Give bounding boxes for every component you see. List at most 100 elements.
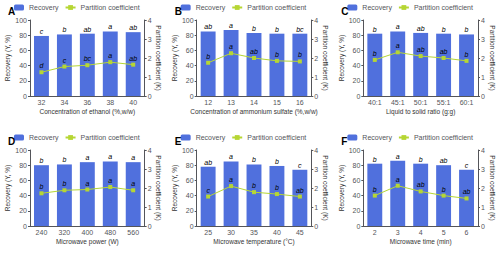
svg-text:ab: ab	[440, 157, 448, 164]
svg-text:2: 2	[481, 55, 485, 62]
svg-text:40: 40	[19, 62, 27, 69]
svg-text:55:1: 55:1	[437, 99, 451, 106]
svg-text:Partition coefficient (K): Partition coefficient (K)	[321, 155, 329, 220]
svg-text:b: b	[62, 180, 66, 187]
svg-text:240: 240	[36, 229, 48, 236]
svg-text:2: 2	[481, 185, 485, 192]
svg-text:bc: bc	[84, 55, 92, 62]
svg-text:0: 0	[190, 93, 194, 100]
svg-text:a: a	[229, 22, 233, 29]
svg-text:a: a	[108, 23, 112, 30]
svg-text:a: a	[229, 153, 233, 160]
svg-text:60: 60	[186, 47, 194, 54]
svg-text:a: a	[85, 180, 89, 187]
svg-text:100: 100	[182, 147, 194, 154]
svg-text:ab: ab	[463, 188, 471, 195]
svg-text:a: a	[108, 153, 112, 160]
svg-text:1: 1	[148, 204, 152, 211]
svg-text:4: 4	[148, 17, 152, 24]
svg-text:40: 40	[273, 229, 281, 236]
svg-text:3: 3	[148, 36, 152, 43]
svg-text:b: b	[442, 26, 446, 33]
svg-text:400: 400	[81, 229, 93, 236]
svg-text:100: 100	[182, 17, 194, 24]
svg-text:Recovery (Y, %): Recovery (Y, %)	[171, 35, 179, 81]
svg-text:4: 4	[419, 229, 423, 236]
svg-text:b: b	[62, 156, 66, 163]
svg-text:C: C	[341, 6, 348, 17]
svg-text:a: a	[396, 42, 400, 49]
svg-text:Recovery: Recovery	[196, 134, 226, 142]
svg-text:40:1: 40:1	[368, 99, 382, 106]
svg-text:100: 100	[15, 147, 27, 154]
svg-text:b: b	[373, 156, 377, 163]
svg-text:A: A	[8, 6, 15, 17]
svg-text:Partition coefficient: Partition coefficient	[247, 134, 306, 141]
svg-text:14: 14	[250, 99, 258, 106]
svg-text:15: 15	[273, 99, 281, 106]
svg-text:2: 2	[148, 185, 152, 192]
svg-text:Partition coefficient: Partition coefficient	[247, 4, 306, 11]
svg-text:40: 40	[186, 192, 194, 199]
svg-text:ab: ab	[204, 159, 212, 166]
svg-text:b: b	[252, 182, 256, 189]
svg-text:b: b	[442, 186, 446, 193]
svg-text:20: 20	[353, 207, 361, 214]
svg-text:Partition coefficient (K): Partition coefficient (K)	[488, 155, 496, 220]
svg-text:0: 0	[356, 223, 360, 230]
svg-text:b: b	[252, 25, 256, 32]
svg-text:40: 40	[353, 62, 361, 69]
svg-text:Recovery: Recovery	[196, 4, 226, 12]
svg-text:Recovery (Y, %): Recovery (Y, %)	[171, 165, 179, 211]
svg-text:3: 3	[481, 166, 485, 173]
svg-text:Liquid to solid ratio (g:g): Liquid to solid ratio (g:g)	[386, 108, 455, 116]
svg-text:a: a	[396, 176, 400, 183]
svg-text:60: 60	[186, 177, 194, 184]
svg-text:38: 38	[106, 99, 114, 106]
svg-text:ab: ab	[417, 25, 425, 32]
svg-text:c: c	[40, 28, 44, 35]
svg-text:b: b	[40, 157, 44, 164]
svg-text:20: 20	[186, 77, 194, 84]
svg-text:80: 80	[353, 162, 361, 169]
svg-text:0: 0	[356, 93, 360, 100]
svg-text:b: b	[275, 51, 279, 58]
svg-text:a: a	[131, 154, 135, 161]
svg-text:100: 100	[15, 17, 27, 24]
svg-text:Recovery: Recovery	[362, 134, 392, 142]
svg-text:3: 3	[481, 36, 485, 43]
svg-text:3: 3	[314, 166, 318, 173]
svg-text:E: E	[175, 136, 182, 147]
svg-text:a: a	[229, 176, 233, 183]
svg-text:a: a	[131, 180, 135, 187]
svg-text:b: b	[275, 158, 279, 165]
svg-text:2: 2	[314, 185, 318, 192]
svg-text:Concentration of ammonium sulf: Concentration of ammonium sulfate (%,w/w…	[190, 108, 318, 116]
svg-text:c: c	[465, 162, 469, 169]
svg-text:34: 34	[61, 99, 69, 106]
svg-text:ab: ab	[417, 46, 425, 53]
svg-text:ab: ab	[129, 24, 137, 31]
svg-text:b: b	[373, 50, 377, 57]
svg-text:4: 4	[314, 147, 318, 154]
svg-text:6: 6	[465, 229, 469, 236]
svg-text:40: 40	[353, 192, 361, 199]
svg-text:20: 20	[186, 207, 194, 214]
svg-text:1: 1	[481, 74, 485, 81]
svg-text:20: 20	[19, 207, 27, 214]
svg-text:50:1: 50:1	[414, 99, 428, 106]
svg-text:80: 80	[19, 32, 27, 39]
svg-text:Partition coefficient (K): Partition coefficient (K)	[154, 25, 162, 90]
svg-text:bc: bc	[296, 26, 304, 33]
svg-text:320: 320	[59, 229, 71, 236]
svg-text:2: 2	[314, 55, 318, 62]
svg-text:0: 0	[190, 223, 194, 230]
svg-text:Partition coefficient: Partition coefficient	[414, 134, 473, 141]
svg-text:b: b	[252, 156, 256, 163]
svg-text:480: 480	[104, 229, 116, 236]
svg-text:b: b	[275, 184, 279, 191]
svg-text:Concentration of ethanol (%,w/: Concentration of ethanol (%,w/w)	[39, 108, 135, 116]
svg-text:Recovery: Recovery	[29, 134, 59, 142]
svg-text:a: a	[108, 52, 112, 59]
svg-text:Recovery (Y, %): Recovery (Y, %)	[338, 35, 346, 81]
